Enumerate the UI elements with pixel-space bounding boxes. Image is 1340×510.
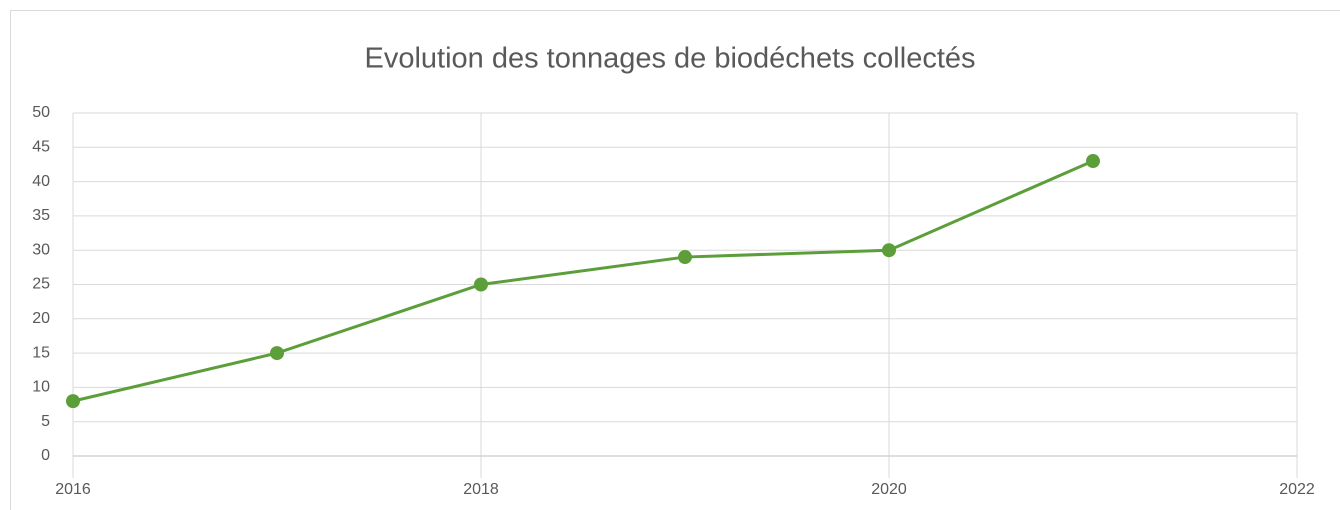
y-tick-label: 30: [32, 241, 50, 258]
y-tick-label: 20: [32, 310, 50, 327]
chart-title: Evolution des tonnages de biodéchets col…: [364, 43, 975, 75]
chart-border: [10, 10, 1340, 510]
y-tick-label: 0: [41, 447, 50, 464]
marker: [678, 250, 692, 265]
y-tick-label: 5: [41, 413, 50, 430]
marker: [270, 346, 284, 361]
y-tick-label: 25: [32, 276, 50, 293]
line: [72, 159, 1094, 403]
y-tick-label: 50: [32, 104, 50, 121]
y-tick-label: 45: [32, 139, 50, 156]
x-tick-label: 2022: [1279, 481, 1315, 498]
x-tick-label: 2016: [55, 481, 91, 498]
y-tick-label: 15: [32, 344, 50, 361]
marker: [882, 243, 896, 258]
marker: [1086, 154, 1100, 169]
y-tick-label: 35: [32, 207, 50, 224]
y-tick-label: 10: [32, 379, 50, 396]
marker: [474, 277, 488, 292]
y-tick-label: 40: [32, 173, 50, 190]
x-tick-label: 2020: [871, 481, 907, 498]
x-tick-label: 2018: [463, 481, 499, 498]
marker: [66, 394, 80, 409]
